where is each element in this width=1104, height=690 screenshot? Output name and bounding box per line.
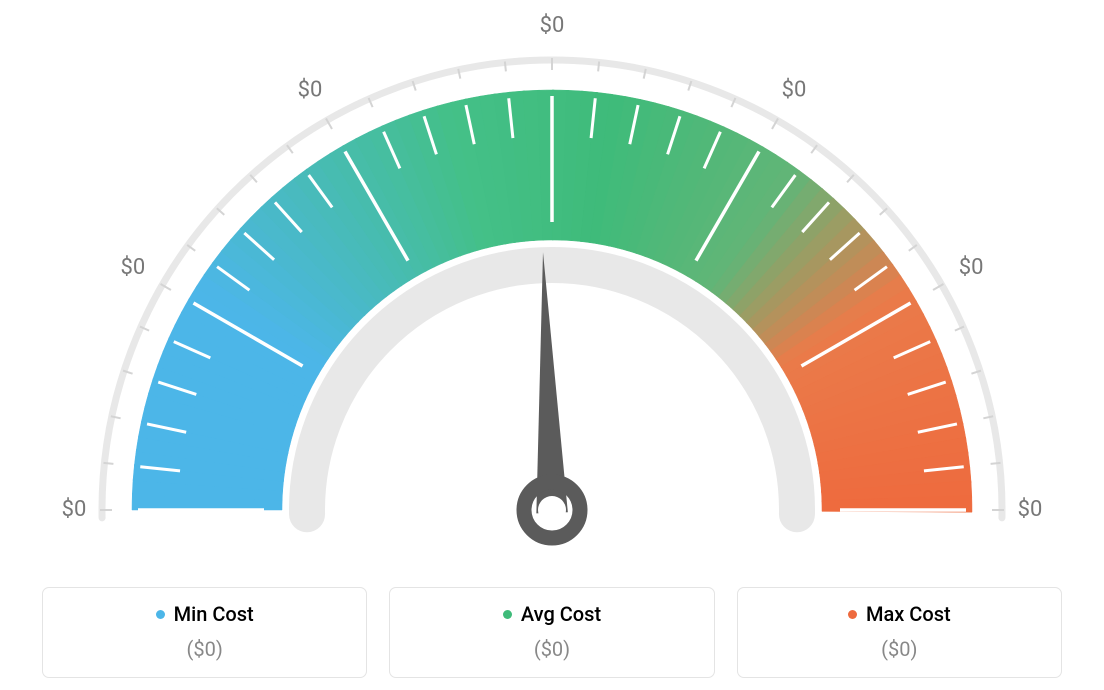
legend-value-min: ($0) <box>53 637 356 661</box>
legend-title-avg: Avg Cost <box>503 602 601 626</box>
legend-label-min: Min Cost <box>174 602 254 626</box>
gauge-chart: $0 $0 $0 $0 $0 $0 $0 <box>42 10 1062 570</box>
legend-label-avg: Avg Cost <box>521 602 601 626</box>
svg-text:$0: $0 <box>298 78 323 103</box>
svg-text:$0: $0 <box>62 497 87 522</box>
legend-row: Min Cost ($0) Avg Cost ($0) Max Cost ($0… <box>42 587 1062 678</box>
legend-dot-avg <box>503 610 512 619</box>
svg-text:$0: $0 <box>540 13 565 38</box>
legend-title-max: Max Cost <box>848 602 951 626</box>
legend-card-min: Min Cost ($0) <box>42 587 367 678</box>
gauge-svg: $0 $0 $0 $0 $0 $0 $0 <box>42 10 1062 570</box>
legend-label-max: Max Cost <box>866 602 951 626</box>
svg-text:$0: $0 <box>959 255 984 280</box>
legend-card-avg: Avg Cost ($0) <box>389 587 714 678</box>
legend-title-min: Min Cost <box>156 602 254 626</box>
legend-card-max: Max Cost ($0) <box>737 587 1062 678</box>
legend-dot-max <box>848 610 857 619</box>
svg-text:$0: $0 <box>120 255 145 280</box>
legend-value-avg: ($0) <box>400 637 703 661</box>
svg-text:$0: $0 <box>782 78 807 103</box>
legend-value-max: ($0) <box>748 637 1051 661</box>
svg-text:$0: $0 <box>1018 497 1043 522</box>
legend-dot-min <box>156 610 165 619</box>
